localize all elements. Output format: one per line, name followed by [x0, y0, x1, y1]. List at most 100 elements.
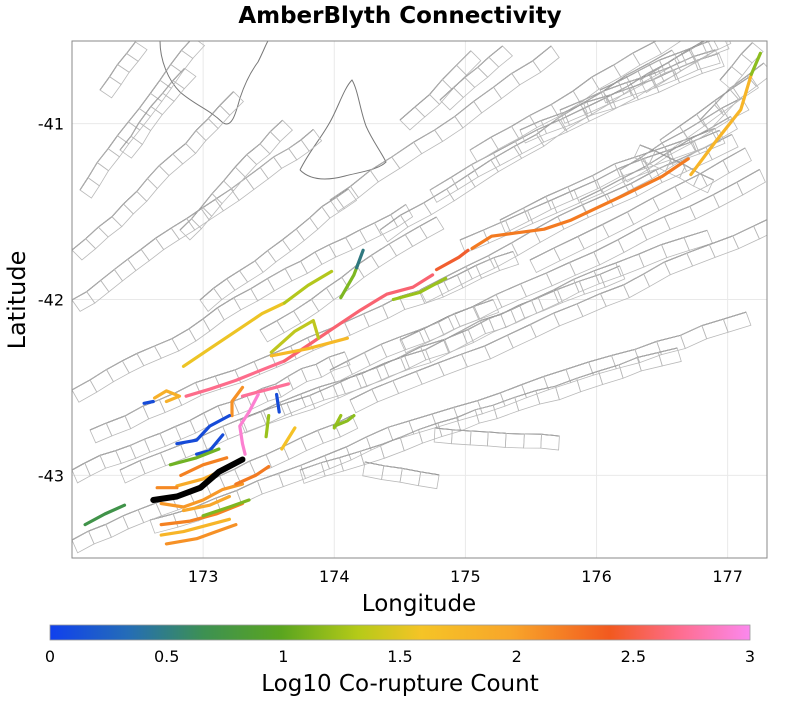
fault-patch: [72, 462, 91, 484]
co-rupture-section: [275, 392, 281, 414]
y-tick-label: -43: [38, 466, 64, 485]
fault-patch: [373, 214, 399, 236]
x-axis-ticks: 173 174 175 176 177: [188, 567, 743, 586]
co-rupture-section: [280, 426, 297, 451]
fault-patch: [565, 361, 594, 384]
x-axis-label: Longitude: [362, 591, 476, 617]
fault-trace: [199, 188, 349, 301]
fault-patch: [732, 75, 759, 100]
fault-patch: [488, 45, 513, 68]
fault-patch: [266, 268, 293, 292]
fault-patch: [223, 166, 246, 192]
co-rupture-section: [201, 498, 251, 518]
fault-patch: [391, 141, 423, 169]
fault-patch: [626, 197, 660, 225]
fault-patch: [492, 396, 520, 420]
co-rupture-section: [181, 494, 231, 513]
fault-patch: [245, 166, 269, 190]
fault-patch: [124, 405, 150, 430]
fault-patch: [359, 222, 382, 243]
fault-patch: [434, 115, 464, 142]
fault-patch: [740, 42, 764, 64]
fault-patch: [129, 438, 151, 459]
fault-patch: [469, 430, 489, 447]
fault-patch: [122, 509, 145, 530]
fault-patch: [719, 65, 743, 90]
fault-patch: [543, 368, 572, 391]
fault-patch: [492, 72, 521, 100]
fault-patch: [736, 168, 766, 196]
fault-patch: [418, 321, 445, 344]
fault-patch: [281, 228, 305, 252]
co-rupture-section: [282, 273, 435, 363]
fault-patch: [339, 450, 365, 472]
fault-patch: [675, 16, 701, 40]
co-rupture-section: [159, 482, 245, 509]
fault-trace: [259, 216, 437, 331]
co-rupture-section: [689, 72, 753, 177]
fault-patch: [97, 216, 123, 238]
fault-patch: [473, 299, 500, 320]
fault-patch: [149, 79, 172, 103]
fault-patch: [399, 106, 426, 131]
coastline: [299, 79, 387, 180]
co-rupture-section: [391, 276, 448, 302]
co-rupture-section: [238, 392, 260, 456]
fault-trace: [469, 41, 657, 151]
fault-patch: [702, 41, 730, 58]
fault-patch: [188, 318, 211, 342]
fault-patch: [122, 190, 148, 215]
fault-patch: [155, 227, 180, 251]
fault-patch: [170, 218, 196, 241]
fault-patch: [109, 63, 130, 86]
fault-patch: [746, 62, 767, 87]
co-rupture-section: [175, 414, 231, 446]
colorbar-tick-label: 2.5: [621, 647, 646, 666]
fault-patch: [602, 81, 633, 105]
fault-patch: [213, 278, 236, 301]
fault-patch: [111, 203, 134, 228]
fault-patch: [158, 153, 184, 177]
fault-trace: [239, 229, 708, 421]
fault-patch: [96, 148, 121, 172]
fault-patch: [493, 251, 520, 271]
fault-patch: [693, 129, 726, 155]
fault-patch: [72, 291, 96, 312]
fault-patch: [72, 238, 97, 261]
fault-patch: [404, 225, 428, 247]
fault-patch: [730, 53, 753, 77]
fault-patch: [362, 304, 389, 328]
x-tick-label: 176: [581, 567, 612, 586]
co-rupture-section: [159, 501, 245, 527]
fault-patch: [413, 129, 444, 155]
fault-patch: [219, 91, 244, 116]
fault-patch: [722, 311, 752, 333]
fault-patch: [246, 143, 271, 166]
colorbar: [49, 624, 751, 641]
co-rupture-section: [269, 336, 349, 358]
fault-patch: [613, 52, 641, 78]
fault-patch: [349, 169, 379, 199]
fault-patch: [89, 422, 113, 444]
fault-patch: [300, 251, 323, 274]
fault-patch: [599, 265, 626, 288]
fault-patch: [153, 338, 180, 359]
co-rupture-section: [142, 399, 155, 405]
co-rupture-section: [749, 51, 762, 76]
y-tick-label: -42: [38, 291, 64, 310]
fault-patch: [408, 413, 438, 435]
fault-patch: [423, 188, 455, 216]
colorbar-ticks: 0 0.5 1 1.5 2 2.5 3: [45, 647, 755, 666]
fault-patch: [85, 226, 109, 250]
fault-patch: [127, 248, 150, 272]
fault-trace: [299, 347, 678, 471]
fault-patch: [267, 239, 292, 263]
fault-patch: [136, 345, 162, 367]
co-rupture-sections: [83, 51, 762, 546]
co-rupture-section: [164, 523, 238, 546]
fault-patch: [99, 76, 122, 99]
fault-patch: [317, 423, 341, 444]
x-tick-label: 177: [712, 567, 743, 586]
co-rupture-section: [434, 248, 470, 272]
co-rupture-section: [269, 319, 321, 354]
